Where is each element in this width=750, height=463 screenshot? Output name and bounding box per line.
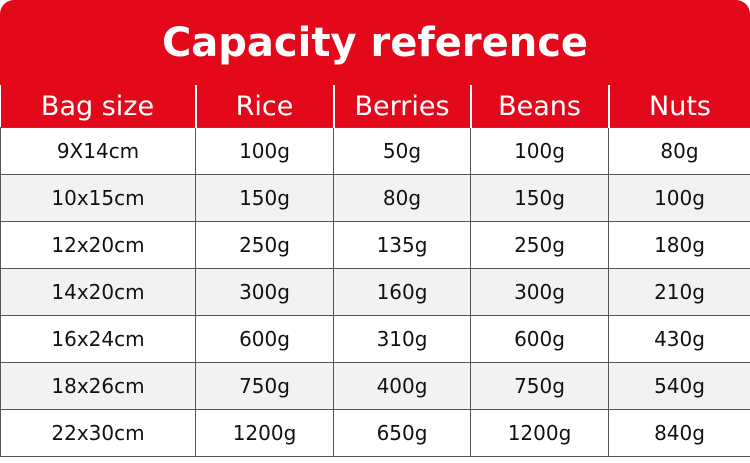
table-row: 12x20cm 250g 135g 250g 180g xyxy=(0,221,750,269)
table-body: 9X14cm 100g 50g 100g 80g 10x15cm 150g 80g 150g 10… xyxy=(0,127,750,457)
header-row: Bag size Rice Berries Beans Nuts xyxy=(0,85,750,128)
table-row: 18x26cm 750g 400g 750g 540g xyxy=(0,362,750,410)
title-bar: Capacity reference xyxy=(0,0,750,85)
table-cell: 100g xyxy=(195,127,334,175)
table-cell: 80g xyxy=(608,127,750,175)
table-cell: 650g xyxy=(333,409,471,457)
table-row: 16x24cm 600g 310g 600g 430g xyxy=(0,315,750,363)
table-cell: 300g xyxy=(195,268,334,316)
table-cell: 250g xyxy=(470,221,609,269)
table-cell: 1200g xyxy=(195,409,334,457)
table-cell: 150g xyxy=(195,174,334,222)
table-cell: 1200g xyxy=(470,409,609,457)
table-cell: 400g xyxy=(333,362,471,410)
table-cell: 250g xyxy=(195,221,334,269)
table-row: 14x20cm 300g 160g 300g 210g xyxy=(0,268,750,316)
table-cell: 310g xyxy=(333,315,471,363)
table-cell: 22x30cm xyxy=(0,409,196,457)
table-cell: 750g xyxy=(470,362,609,410)
table-cell: 14x20cm xyxy=(0,268,196,316)
table-cell: 50g xyxy=(333,127,471,175)
table-cell: 430g xyxy=(608,315,750,363)
table-cell: 18x26cm xyxy=(0,362,196,410)
table-cell: 840g xyxy=(608,409,750,457)
column-header: Beans xyxy=(469,85,609,128)
table-cell: 100g xyxy=(470,127,609,175)
table-cell: 12x20cm xyxy=(0,221,196,269)
table-cell: 80g xyxy=(333,174,471,222)
column-header: Berries xyxy=(332,85,471,128)
table-cell: 600g xyxy=(470,315,609,363)
table-cell: 10x15cm xyxy=(0,174,196,222)
table-row: 22x30cm 1200g 650g 1200g 840g xyxy=(0,409,750,457)
table-cell: 100g xyxy=(608,174,750,222)
table-cell: 180g xyxy=(608,221,750,269)
table-cell: 540g xyxy=(608,362,750,410)
table-cell: 16x24cm xyxy=(0,315,196,363)
column-header: Bag size xyxy=(0,85,196,128)
table-cell: 600g xyxy=(195,315,334,363)
table-cell: 135g xyxy=(333,221,471,269)
table-cell: 160g xyxy=(333,268,471,316)
table-cell: 750g xyxy=(195,362,334,410)
table-row: 10x15cm 150g 80g 150g 100g xyxy=(0,174,750,222)
table-row: 9X14cm 100g 50g 100g 80g xyxy=(0,127,750,175)
table-cell: 210g xyxy=(608,268,750,316)
column-header: Rice xyxy=(194,85,334,128)
table-cell: 150g xyxy=(470,174,609,222)
capacity-table: Bag size Rice Berries Beans Nuts 9X14cm 100g 5… xyxy=(0,85,750,457)
table-cell: 9X14cm xyxy=(0,127,196,175)
title: Capacity reference xyxy=(161,19,589,66)
column-header: Nuts xyxy=(607,85,750,128)
table-cell: 300g xyxy=(470,268,609,316)
